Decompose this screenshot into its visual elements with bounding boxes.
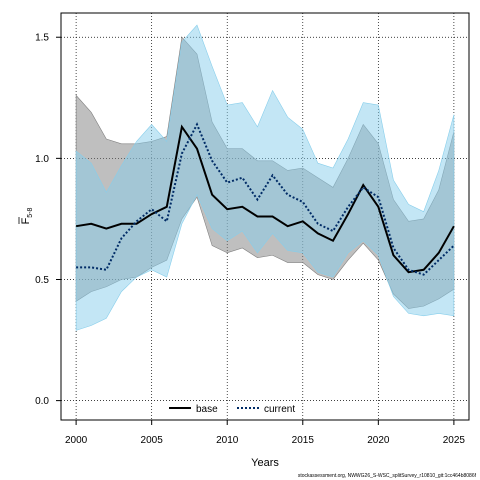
y-axis: 0.0 0.5 1.0 1.5 (35, 33, 61, 407)
x-tick-label-2020: 2020 (367, 435, 390, 446)
y-tick-label-1.5: 1.5 (35, 33, 49, 44)
plot-frame (60, 12, 470, 421)
x-axis: 2000 2005 2010 2015 2020 2025 (65, 420, 465, 446)
legend: base current (169, 404, 295, 415)
y-tick-label-0.0: 0.0 (35, 396, 49, 407)
y-tick-label-0.5: 0.5 (35, 275, 49, 286)
y-axis-title-main: F (20, 217, 32, 224)
x-tick-label-2010: 2010 (216, 435, 239, 446)
svg-text:F5-8: F5-8 (20, 207, 34, 224)
x-tick-label-2025: 2025 (443, 435, 466, 446)
legend-label-current: current (264, 404, 295, 415)
footnote: stockassessment.org, NWWG26_S-WSC_splitS… (298, 473, 477, 479)
y-axis-title: F5-8 (18, 207, 34, 224)
legend-label-base: base (196, 404, 218, 415)
y-axis-title-subscript: 5-8 (27, 207, 34, 217)
line-base (75, 124, 455, 274)
x-tick-label-2000: 2000 (65, 435, 88, 446)
line-current (76, 122, 455, 276)
y-tick-label-1.0: 1.0 (35, 154, 49, 165)
x-tick-label-2005: 2005 (141, 435, 164, 446)
x-tick-label-2015: 2015 (292, 435, 315, 446)
series-lines (75, 122, 455, 276)
x-axis-title: Years (251, 457, 279, 469)
band-current (75, 24, 455, 331)
confidence-bands (75, 24, 455, 331)
